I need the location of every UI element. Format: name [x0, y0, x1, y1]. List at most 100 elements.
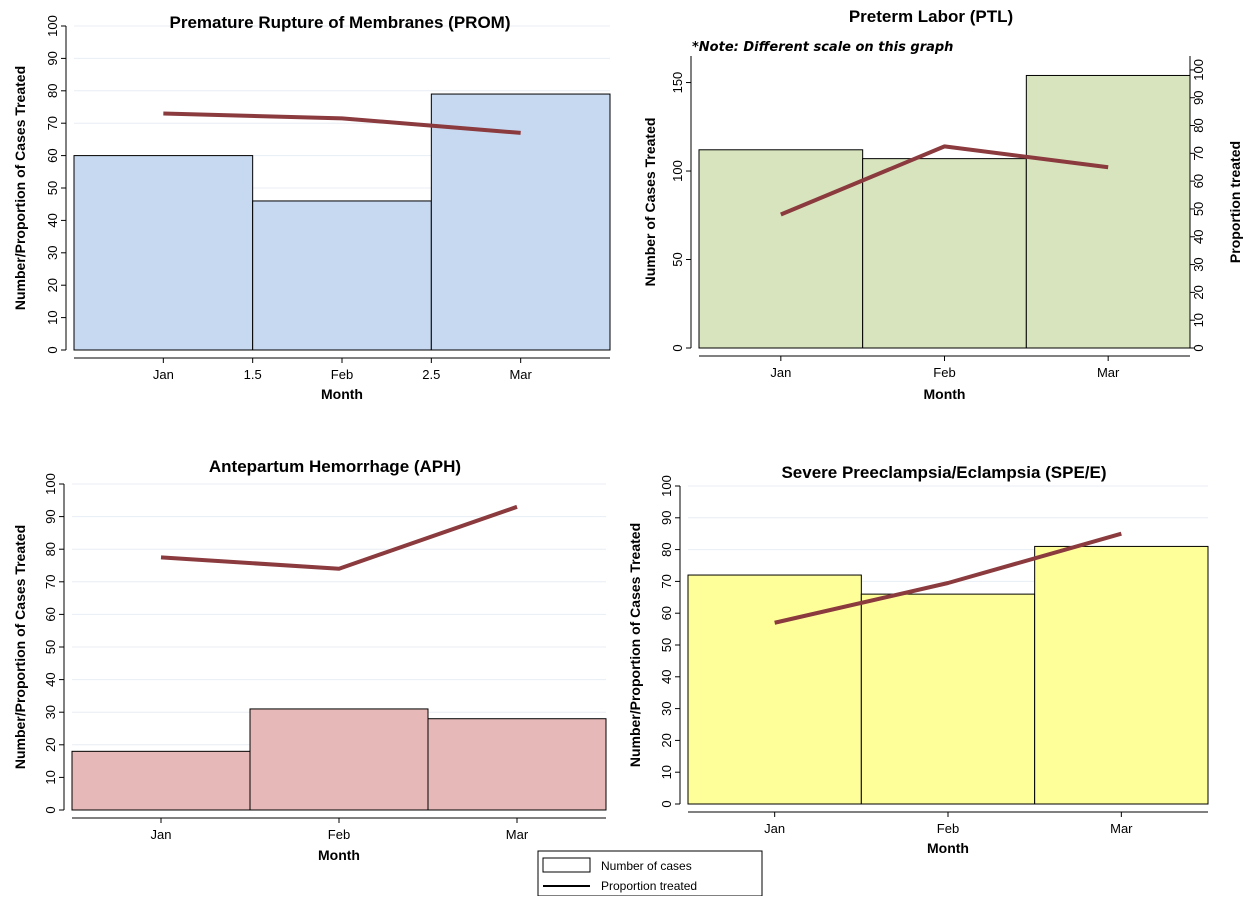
y2-tick-label: 70: [1191, 146, 1206, 160]
y2-tick-label: 80: [1191, 118, 1206, 132]
x-tick-label: Mar: [506, 827, 529, 842]
y-tick-label: 100: [45, 15, 60, 37]
y2-tick-label: 10: [1191, 313, 1206, 327]
bar-feb: [249, 708, 429, 811]
y2-tick-label: 20: [1191, 285, 1206, 299]
bar-jan: [698, 149, 864, 349]
y-tick-label: 30: [659, 701, 674, 715]
y2-tick-label: 100: [1191, 59, 1206, 81]
bar-feb: [252, 200, 432, 351]
bar-jan: [71, 750, 251, 811]
y-tick-label: 0: [45, 346, 60, 353]
y2-tick-label: 0: [1191, 344, 1206, 351]
bar-feb: [860, 593, 1036, 805]
y-tick-label: 60: [45, 148, 60, 162]
chart-panel-1: 0 10 20 30 40 50 60 70 80 90 100 Jan 1.5 Feb 2.5 Mar Pre…: [12, 13, 611, 402]
y-tick-label: 40: [659, 670, 674, 684]
x-tick-label: Mar: [1110, 821, 1133, 836]
x-tick-label: Mar: [1097, 365, 1120, 380]
y2-tick-label: 50: [1191, 202, 1206, 216]
x-axis-title: Month: [318, 847, 360, 863]
bar-mar: [1034, 545, 1209, 805]
y-tick-label: 20: [43, 738, 58, 752]
x-tick-label: Jan: [770, 365, 791, 380]
y-tick-label: 10: [659, 765, 674, 779]
y-tick-label: 150: [670, 72, 685, 94]
y-tick-label: 70: [43, 575, 58, 589]
proportion-line: [774, 531, 1122, 625]
chart-title: Antepartum Hemorrhage (APH): [209, 457, 461, 476]
y-tick-label: 50: [670, 252, 685, 266]
bar-mar: [1025, 74, 1191, 349]
bar-mar: [427, 718, 607, 811]
y-tick-label: 40: [43, 672, 58, 686]
bar-feb: [862, 158, 1027, 349]
x-tick-label: Feb: [331, 367, 353, 382]
y-tick-label: 80: [659, 542, 674, 556]
y-tick-label: 70: [659, 574, 674, 588]
x-axis-title: Month: [924, 386, 966, 402]
y-tick-label: 20: [45, 278, 60, 292]
y-axis-title: Number/Proportion of Cases Treated: [627, 523, 643, 767]
y-axis-title: Number/Proportion of Cases Treated: [12, 525, 28, 769]
chart-note: *Note: Different scale on this graph: [692, 40, 953, 55]
chart-panel-4: 0 10 20 30 40 50 60 70 80 90 100 Jan Feb Mar Severe Pr…: [627, 463, 1209, 856]
x-tick-label: Mar: [509, 367, 532, 382]
y-tick-label: 30: [45, 246, 60, 260]
chart-panel-2: 0 50 100 150 0 10 20 30 40 50 60 70 80 90 100 Proportio…: [642, 7, 1243, 402]
x-tick-label: Jan: [153, 367, 174, 382]
legend: Number of cases Proportion treated: [537, 850, 763, 897]
y-tick-label: 80: [43, 542, 58, 556]
x-tick-label: 1.5: [244, 367, 262, 382]
proportion-line: [160, 504, 518, 571]
y2-tick-label: 40: [1191, 230, 1206, 244]
proportion-line: [780, 144, 1109, 217]
x-tick-label: Feb: [933, 365, 955, 380]
bar-jan: [73, 155, 254, 351]
x-tick-label: 2.5: [422, 367, 440, 382]
x-axis-title: Month: [321, 386, 363, 402]
y2-tick-label: 30: [1191, 257, 1206, 271]
y-tick-label: 100: [659, 475, 674, 497]
y-axis-title: Number of Cases Treated: [642, 118, 658, 287]
y-tick-label: 0: [670, 344, 685, 351]
chart-panel-3: 0 10 20 30 40 50 60 70 80 90 100 Jan Feb Mar Antepartu…: [12, 457, 607, 863]
x-tick-label: Feb: [328, 827, 350, 842]
y-tick-label: 70: [45, 116, 60, 130]
legend-label-proportion: Proportion treated: [601, 879, 697, 893]
y2-tick-label: 90: [1191, 90, 1206, 104]
y-tick-label: 100: [43, 473, 58, 495]
proportion-line: [163, 111, 521, 135]
y-tick-label: 0: [43, 806, 58, 813]
bar-mar: [430, 93, 611, 351]
chart-title: Preterm Labor (PTL): [849, 7, 1013, 26]
y-tick-label: 40: [45, 213, 60, 227]
y-tick-label: 10: [43, 770, 58, 784]
y-axis-title: Number/Proportion of Cases Treated: [12, 66, 28, 310]
legend-label-cases: Number of cases: [601, 859, 692, 873]
y-tick-label: 30: [43, 705, 58, 719]
y-tick-label: 90: [659, 511, 674, 525]
x-axis-title: Month: [927, 840, 969, 856]
x-tick-label: Jan: [764, 821, 785, 836]
y-tick-label: 20: [659, 733, 674, 747]
y2-tick-label: 60: [1191, 174, 1206, 188]
legend-swatch-cases: [542, 857, 591, 873]
chart-title: Severe Preeclampsia/Eclampsia (SPE/E): [781, 463, 1106, 482]
y-tick-label: 50: [659, 638, 674, 652]
chart-title: Premature Rupture of Membranes (PROM): [170, 13, 511, 32]
y-tick-label: 0: [659, 800, 674, 807]
y-tick-label: 80: [45, 84, 60, 98]
y-tick-label: 90: [43, 509, 58, 523]
y-tick-label: 60: [43, 607, 58, 621]
y-tick-label: 50: [45, 181, 60, 195]
y2-axis-title: Proportion treated: [1227, 141, 1243, 263]
y-tick-label: 50: [43, 640, 58, 654]
y-tick-label: 60: [659, 606, 674, 620]
x-tick-label: Jan: [151, 827, 172, 842]
y-tick-label: 10: [45, 310, 60, 324]
y-tick-label: 100: [670, 160, 685, 182]
x-tick-label: Feb: [937, 821, 959, 836]
